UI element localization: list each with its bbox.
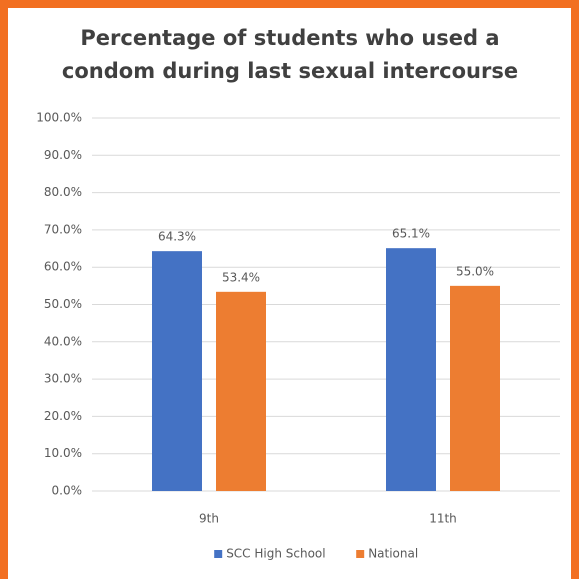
legend-swatch (356, 550, 365, 558)
data-label: 65.1% (392, 227, 430, 241)
y-tick-label: 50.0% (44, 297, 82, 311)
y-tick-label: 20.0% (44, 409, 82, 423)
y-tick-label: 40.0% (44, 334, 82, 348)
y-tick-label: 10.0% (44, 446, 82, 460)
data-label: 64.3% (158, 230, 196, 244)
y-tick-label: 100.0% (36, 111, 82, 125)
bar (386, 248, 436, 491)
data-label: 55.0% (456, 264, 494, 278)
chart-title: Percentage of students who used a condom… (61, 26, 519, 83)
x-tick-label: 11th (429, 512, 457, 526)
bar (216, 291, 266, 491)
data-label: 53.4% (222, 270, 260, 284)
y-tick-label: 90.0% (44, 148, 82, 162)
y-tick-label: 80.0% (44, 185, 82, 199)
legend-swatch (214, 550, 223, 558)
y-tick-label: 0.0% (52, 484, 83, 498)
legend-label: SCC High School (226, 547, 325, 561)
y-tick-label: 60.0% (44, 260, 82, 274)
bar (450, 285, 500, 491)
y-tick-label: 30.0% (44, 372, 82, 386)
y-tick-label: 70.0% (44, 222, 82, 236)
x-tick-label: 9th (199, 512, 219, 526)
bar (152, 251, 202, 491)
legend-label: National (368, 547, 418, 561)
